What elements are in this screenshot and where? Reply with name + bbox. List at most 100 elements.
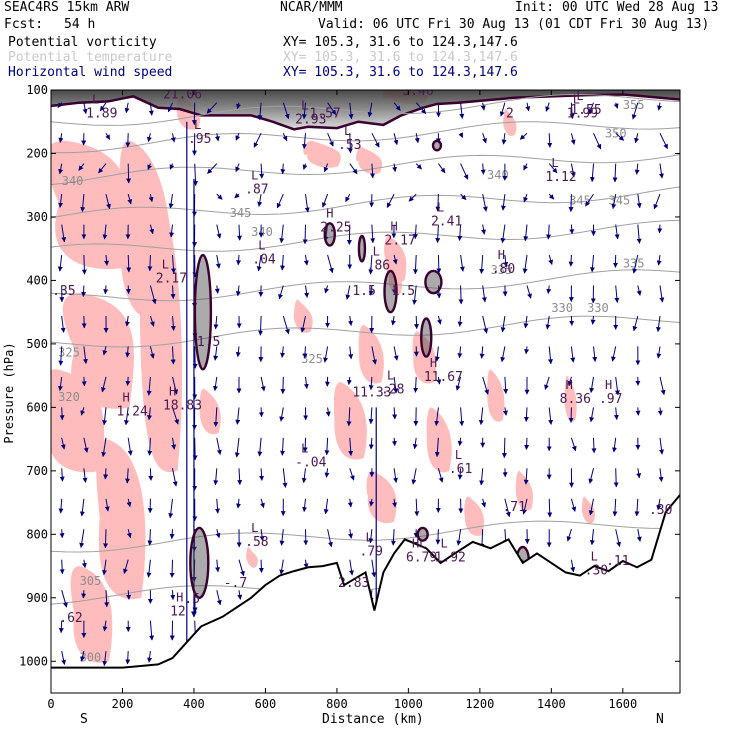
extremum-value: 1.99: [567, 106, 598, 121]
wind-arrow: [435, 529, 441, 545]
extremum-marker: L: [162, 257, 169, 271]
isentrope-label: 345: [609, 193, 631, 207]
wind-arrow: [570, 498, 577, 512]
wind-arrow: [259, 468, 265, 481]
extremum-value: .97: [599, 392, 622, 407]
wind-arrow: [99, 102, 107, 112]
extremum-marker: L: [251, 169, 258, 183]
wind-arrow: [216, 437, 222, 455]
wind-arrow: [659, 132, 668, 150]
wind-arrow: [207, 163, 218, 174]
extremum-value: 1.5: [197, 335, 220, 350]
wind-arrow: [82, 468, 88, 483]
wind-arrow: [393, 102, 401, 111]
wind-arrow: [393, 468, 399, 483]
wind-arrow: [172, 468, 178, 487]
wind-arrow: [457, 468, 463, 480]
wind-arrow: [413, 224, 419, 240]
wind-arrow: [415, 163, 422, 170]
wind-arrow: [282, 315, 290, 335]
wind-arrow: [349, 468, 355, 481]
wind-arrow: [437, 468, 444, 483]
pv-contour-loop: [193, 253, 213, 371]
wind-arrow: [105, 132, 111, 140]
wind-arrow: [659, 285, 665, 303]
wind-arrow: [479, 254, 485, 274]
wind-arrow: [146, 133, 152, 143]
wind-arrow: [479, 468, 485, 486]
wind-arrow: [457, 346, 463, 359]
wind-arrow: [280, 346, 286, 358]
wind-arrow: [523, 163, 528, 171]
wind-arrow: [636, 285, 642, 296]
wind-arrow: [546, 224, 552, 240]
y-tick-label: 300: [26, 210, 48, 224]
wind-arrow: [80, 194, 86, 213]
wind-arrow: [566, 529, 572, 542]
wind-arrow: [60, 437, 66, 450]
wind-arrow: [614, 285, 620, 303]
extremum-value: .11: [606, 554, 629, 569]
wind-arrow: [192, 346, 198, 369]
x-tick-label: 0: [47, 697, 54, 711]
wind-arrow: [481, 285, 487, 303]
wind-arrow: [327, 102, 337, 116]
field-theta-name: Potential temperature: [8, 50, 173, 65]
wind-arrow: [61, 224, 67, 243]
extremum-value: .62: [59, 611, 82, 626]
wind-arrow: [257, 437, 263, 457]
extremum-marker: H: [566, 378, 573, 392]
wind-arrow: [545, 102, 551, 112]
wind-arrow: [368, 254, 374, 275]
wind-arrow: [81, 254, 87, 275]
x-tick-label: 400: [183, 697, 205, 711]
wind-arrow: [636, 468, 642, 479]
wind-arrow: [168, 498, 174, 519]
stratosphere-pv-shading: [51, 90, 680, 131]
wind-arrow: [302, 163, 308, 170]
wind-arrow: [80, 407, 86, 416]
wind-arrow: [347, 133, 353, 154]
wind-arrow: [147, 529, 153, 546]
wind-arrow: [590, 315, 596, 325]
wind-arrow: [656, 315, 661, 333]
wind-arrow: [367, 102, 373, 118]
wind-arrow: [57, 254, 63, 272]
wind-arrow: [482, 315, 489, 334]
wind-arrow: [81, 376, 87, 387]
wind-arrow: [215, 559, 221, 573]
wind-arrow: [570, 346, 576, 363]
wind-arrow: [460, 193, 467, 201]
terrain-surface-line: [51, 494, 680, 669]
wind-arrow: [519, 132, 528, 140]
wind-arrow: [548, 163, 558, 174]
extremum-value: .58: [245, 535, 268, 550]
pv-fill-region: [246, 547, 258, 568]
wind-arrow: [548, 407, 554, 425]
extremum-value: .86: [367, 259, 390, 274]
wind-arrow: [102, 407, 108, 426]
extremum-marker: HL: [412, 537, 426, 551]
wind-arrow: [169, 559, 175, 578]
wind-arrow: [523, 315, 529, 329]
wind-arrow: [434, 407, 440, 426]
wind-arrow: [412, 437, 418, 450]
wind-arrow: [503, 254, 509, 268]
wind-arrow: [168, 194, 174, 209]
wind-arrow: [348, 102, 354, 120]
wind-arrow: [386, 193, 395, 208]
wind-arrow: [102, 559, 107, 576]
wind-arrow: [170, 590, 176, 601]
extremum-value: 1.57: [309, 106, 340, 121]
wind-arrow: [346, 407, 352, 427]
wind-arrow: [588, 468, 594, 484]
wind-arrow: [279, 559, 285, 575]
wind-arrow: [125, 376, 131, 386]
extremum-marker: L: [441, 537, 448, 551]
pv-contour-loop: [420, 317, 433, 358]
wind-arrow: [436, 315, 442, 325]
wind-arrow: [569, 315, 575, 326]
wind-arrow: [460, 163, 469, 180]
extremum-marker: L: [591, 549, 598, 563]
stratosphere-region: [51, 90, 680, 130]
